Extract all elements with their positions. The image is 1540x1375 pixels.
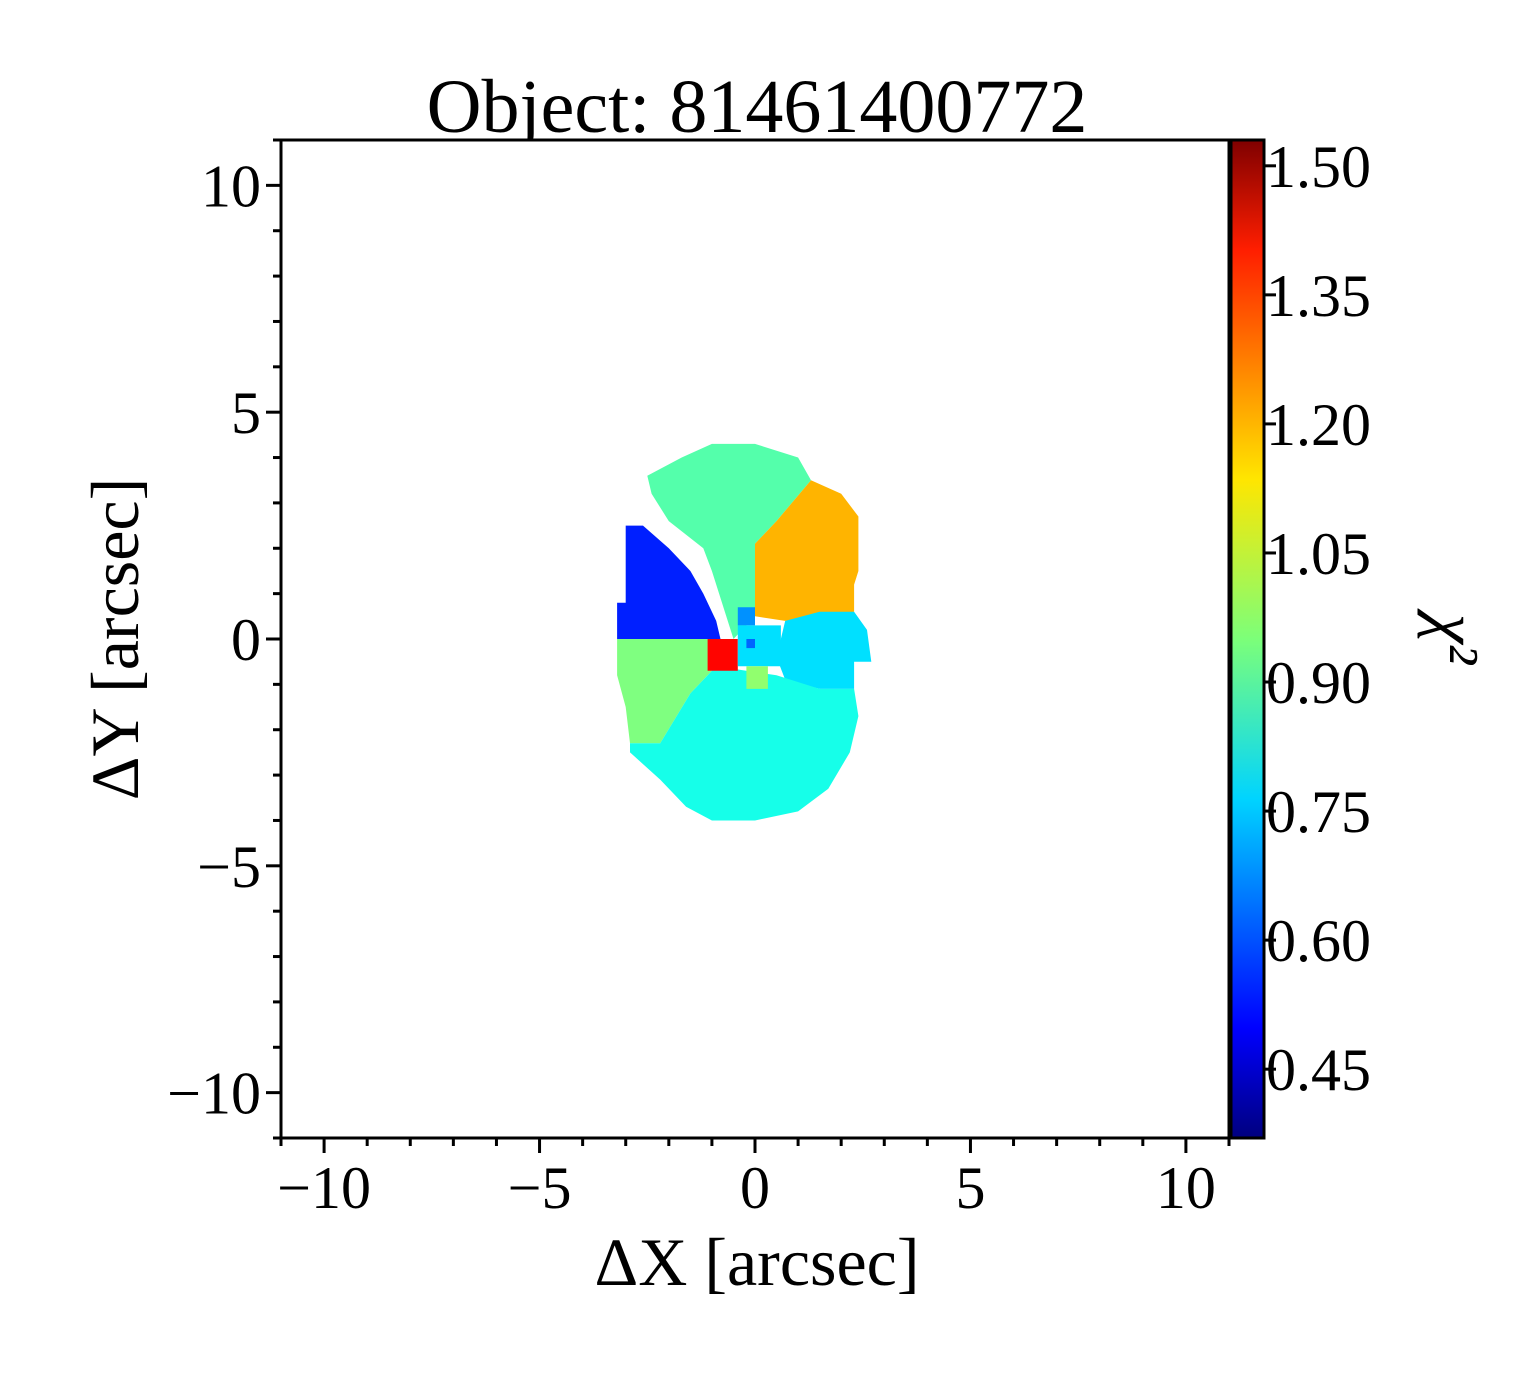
bin-center-core [746, 639, 755, 649]
y-tick-label: −5 [197, 834, 261, 900]
colorbar-tick-label: 0.45 [1266, 1037, 1371, 1103]
y-axis: −10 −5 0 5 10 [167, 138, 281, 1140]
x-tick-label: 0 [740, 1155, 770, 1221]
colorbar-axis: 0.45 0.60 0.75 0.90 1.05 1.20 1.35 1.50 [1264, 134, 1371, 1103]
y-tick-label: −10 [167, 1061, 261, 1127]
colorbar-tick-label: 0.60 [1266, 908, 1371, 974]
colorbar-tick-label: 0.90 [1266, 650, 1371, 716]
y-tick-label: 5 [231, 380, 261, 446]
bin-west [617, 639, 717, 744]
colorbar-tick-label: 1.50 [1266, 134, 1371, 200]
y-axis-label: ΔY [arcsec] [77, 478, 153, 800]
bin-north [647, 443, 811, 639]
chart-title: Object: 81461400772 [427, 65, 1088, 149]
colorbar-tick-label: 1.20 [1266, 392, 1371, 458]
bin-north-east [755, 480, 859, 621]
x-tick-label: 5 [955, 1155, 985, 1221]
colorbar-tick-label: 1.05 [1266, 521, 1371, 587]
bin-north-west [617, 525, 721, 639]
bin-center-west [707, 639, 738, 671]
colorbar-label: χ² [1417, 608, 1493, 666]
x-axis-label: ΔX [arcsec] [595, 1224, 920, 1300]
bin-east [776, 611, 872, 689]
heatmap-bins [617, 443, 872, 821]
y-tick-label: 10 [201, 153, 261, 219]
x-tick-label: −10 [277, 1155, 371, 1221]
colorbar-tick-label: 1.35 [1266, 263, 1371, 329]
bin-center-north [737, 607, 755, 626]
bin-center [737, 625, 781, 667]
x-axis: −10 −5 0 5 10 [277, 1138, 1231, 1221]
y-tick-label: 0 [231, 607, 261, 673]
x-tick-label: 10 [1156, 1155, 1216, 1221]
bin-south [630, 666, 859, 821]
x-tick-label: −5 [508, 1155, 572, 1221]
colorbar-tick-label: 0.75 [1266, 779, 1371, 845]
bin-center-south [746, 666, 768, 689]
colorbar [1229, 138, 1266, 1140]
